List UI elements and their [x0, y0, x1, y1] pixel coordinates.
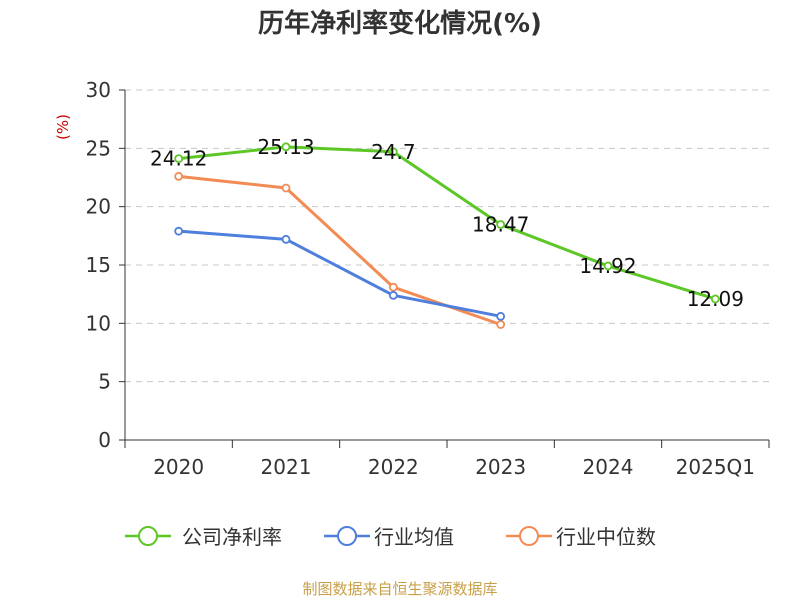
y-tick-label: 10: [86, 311, 111, 335]
data-label: 24.12: [150, 147, 207, 171]
x-tick-label: 2024: [583, 455, 634, 479]
chart-title: 历年净利率变化情况(%): [258, 8, 542, 39]
y-axis-unit-label: (%): [54, 114, 72, 140]
x-tick-label: 2021: [261, 455, 312, 479]
series-line-2: [177, 174, 503, 326]
legend-label: 行业均值: [374, 525, 454, 549]
data-label: 14.92: [579, 254, 636, 278]
y-tick-label: 25: [86, 136, 111, 160]
data-point: [388, 290, 398, 300]
source-note: 制图数据来自恒生聚源数据库: [302, 580, 497, 598]
legend-marker-icon: [519, 526, 539, 546]
y-tick-label: 0: [98, 428, 111, 452]
legend: 公司净利率 行业均值 行业中位数: [125, 525, 656, 549]
data-point: [174, 154, 184, 164]
x-tick-label: 2020: [153, 455, 204, 479]
series-lines: [174, 142, 720, 329]
data-point: [281, 234, 291, 244]
data-point: [496, 311, 506, 321]
data-label: 18.47: [472, 213, 529, 237]
series-line-0: [177, 145, 717, 301]
data-labels: 24.12 25.13 24.7 18.47 14.92 12.09: [150, 135, 744, 311]
data-point: [496, 320, 506, 329]
legend-marker-icon: [337, 526, 357, 546]
y-tick-label: 5: [98, 370, 111, 394]
legend-label: 行业中位数: [556, 525, 656, 549]
legend-marker-icon: [138, 526, 158, 546]
data-point: [174, 226, 184, 236]
data-point: [281, 142, 291, 152]
y-tick-label: 30: [86, 78, 111, 102]
data-label: 12.09: [687, 287, 744, 311]
axes: 0 5 10 15 20 25 30 2020 2021 2022 2023 2024 2025Q1: [86, 78, 770, 479]
data-label: 25.13: [257, 135, 314, 159]
x-tick-label: 2023: [475, 455, 526, 479]
data-point: [388, 282, 398, 292]
x-tick-label: 2022: [368, 455, 419, 479]
data-point: [710, 294, 720, 304]
data-point: [603, 261, 613, 271]
data-point: [174, 171, 184, 181]
y-tick-label: 20: [86, 195, 111, 219]
y-tick-label: 15: [86, 253, 111, 277]
legend-label: 公司净利率: [182, 525, 282, 549]
data-label: 24.7: [371, 140, 416, 164]
data-point: [496, 220, 506, 229]
data-point: [388, 147, 398, 157]
grid-lines: [125, 89, 769, 383]
data-point: [281, 183, 291, 193]
x-tick-label: 2025Q1: [676, 455, 755, 479]
series-line-1: [177, 229, 503, 318]
